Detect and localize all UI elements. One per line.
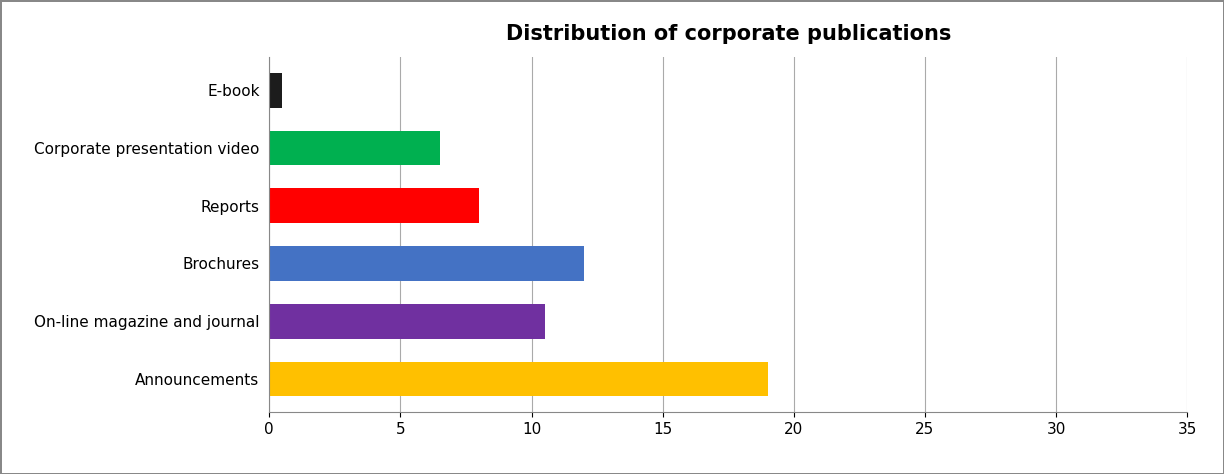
Title: Distribution of corporate publications: Distribution of corporate publications (506, 24, 951, 44)
Bar (269, 73, 283, 108)
Bar (269, 304, 545, 338)
Bar (269, 189, 479, 223)
Bar (269, 362, 767, 396)
Bar (269, 246, 584, 281)
Bar (269, 131, 439, 165)
